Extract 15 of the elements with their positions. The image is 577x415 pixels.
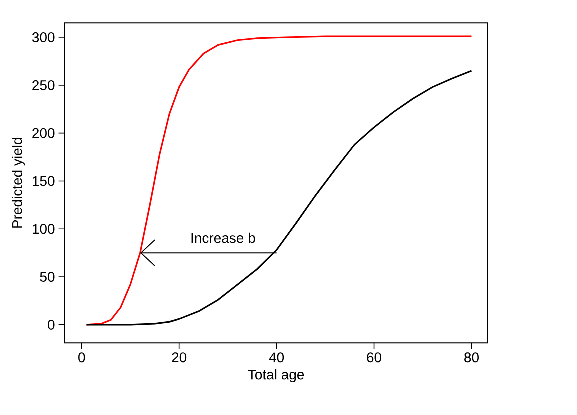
x-tick-label: 40 bbox=[269, 352, 284, 363]
x-axis-title: Total age bbox=[248, 369, 304, 382]
y-axis-title: Predicted yield bbox=[12, 138, 26, 228]
x-tick-label: 0 bbox=[78, 352, 86, 363]
x-tick-label: 60 bbox=[367, 352, 382, 363]
y-tick-label: 200 bbox=[32, 128, 55, 138]
y-tick-label: 100 bbox=[32, 224, 55, 234]
annotation: Increase b bbox=[192, 232, 256, 244]
y-tick-label: 150 bbox=[32, 176, 55, 186]
y-tick-label: 250 bbox=[32, 80, 55, 90]
x-tick-label: 80 bbox=[464, 352, 479, 363]
y-tick-label: 0 bbox=[48, 320, 55, 330]
y-tick-label: 300 bbox=[32, 32, 55, 42]
y-tick-label: 50 bbox=[40, 272, 55, 282]
x-tick-label: 20 bbox=[172, 352, 187, 363]
